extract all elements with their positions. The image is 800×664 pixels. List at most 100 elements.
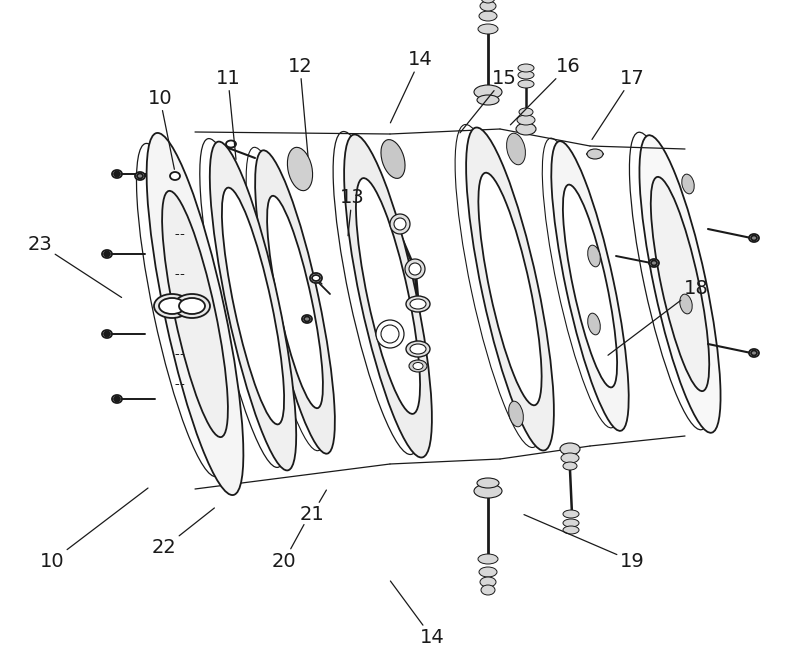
Text: 16: 16	[510, 57, 580, 125]
Ellipse shape	[137, 173, 143, 179]
Ellipse shape	[516, 123, 536, 135]
Ellipse shape	[304, 317, 310, 321]
Ellipse shape	[102, 250, 112, 258]
Ellipse shape	[560, 443, 580, 455]
Ellipse shape	[226, 141, 236, 147]
Ellipse shape	[478, 173, 542, 405]
Ellipse shape	[210, 141, 296, 470]
Ellipse shape	[563, 462, 577, 470]
Ellipse shape	[587, 149, 603, 159]
Ellipse shape	[563, 526, 579, 534]
Ellipse shape	[680, 294, 692, 314]
Ellipse shape	[466, 127, 554, 450]
Ellipse shape	[478, 24, 498, 34]
Ellipse shape	[381, 139, 405, 179]
Ellipse shape	[104, 252, 110, 256]
Ellipse shape	[561, 453, 579, 463]
Ellipse shape	[551, 141, 629, 431]
Ellipse shape	[146, 133, 243, 495]
Ellipse shape	[749, 234, 759, 242]
Ellipse shape	[102, 330, 112, 338]
Text: 14: 14	[390, 581, 444, 647]
Ellipse shape	[154, 294, 190, 318]
Ellipse shape	[518, 80, 534, 88]
Ellipse shape	[405, 259, 425, 279]
Ellipse shape	[410, 344, 426, 354]
Text: 19: 19	[524, 515, 644, 570]
Ellipse shape	[563, 510, 579, 518]
Ellipse shape	[267, 196, 323, 408]
Ellipse shape	[222, 188, 284, 424]
Ellipse shape	[114, 171, 120, 177]
Ellipse shape	[302, 315, 312, 323]
Ellipse shape	[255, 150, 335, 454]
Ellipse shape	[588, 245, 600, 267]
Ellipse shape	[474, 484, 502, 498]
Ellipse shape	[170, 172, 180, 180]
Text: 21: 21	[300, 490, 326, 524]
Ellipse shape	[509, 401, 523, 427]
Ellipse shape	[406, 296, 430, 312]
Ellipse shape	[413, 363, 423, 369]
Ellipse shape	[409, 263, 421, 275]
Ellipse shape	[478, 554, 498, 564]
Ellipse shape	[480, 1, 496, 11]
Ellipse shape	[159, 298, 185, 314]
Ellipse shape	[112, 395, 122, 403]
Ellipse shape	[112, 170, 122, 178]
Ellipse shape	[356, 178, 420, 414]
Text: 10: 10	[40, 488, 148, 570]
Ellipse shape	[287, 147, 313, 191]
Ellipse shape	[394, 218, 406, 230]
Text: 18: 18	[608, 280, 708, 355]
Ellipse shape	[312, 275, 320, 281]
Ellipse shape	[519, 108, 533, 116]
Ellipse shape	[479, 11, 497, 21]
Ellipse shape	[310, 273, 322, 283]
Text: 15: 15	[460, 69, 517, 133]
Ellipse shape	[477, 478, 499, 488]
Ellipse shape	[114, 396, 120, 402]
Ellipse shape	[481, 0, 495, 3]
Ellipse shape	[639, 135, 721, 433]
Ellipse shape	[474, 85, 502, 99]
Text: 23: 23	[28, 235, 122, 297]
Ellipse shape	[751, 236, 757, 240]
Ellipse shape	[749, 349, 759, 357]
Ellipse shape	[481, 585, 495, 595]
Ellipse shape	[406, 341, 430, 357]
Ellipse shape	[563, 185, 617, 387]
Ellipse shape	[381, 325, 399, 343]
Ellipse shape	[390, 214, 410, 234]
Ellipse shape	[518, 71, 534, 79]
Ellipse shape	[344, 135, 432, 457]
Ellipse shape	[135, 172, 145, 180]
Text: 20: 20	[272, 525, 304, 570]
Text: 13: 13	[340, 189, 364, 236]
Ellipse shape	[410, 299, 426, 309]
Ellipse shape	[651, 260, 657, 266]
Ellipse shape	[682, 174, 694, 194]
Ellipse shape	[477, 95, 499, 105]
Ellipse shape	[480, 577, 496, 587]
Text: 14: 14	[390, 50, 432, 123]
Text: 10: 10	[148, 89, 174, 169]
Ellipse shape	[751, 351, 757, 355]
Ellipse shape	[179, 298, 205, 314]
Ellipse shape	[376, 320, 404, 348]
Text: 17: 17	[592, 69, 644, 139]
Text: 22: 22	[152, 508, 214, 557]
Ellipse shape	[517, 115, 535, 125]
Ellipse shape	[162, 191, 228, 437]
Ellipse shape	[104, 331, 110, 337]
Ellipse shape	[479, 567, 497, 577]
Ellipse shape	[563, 519, 579, 527]
Text: 11: 11	[216, 69, 240, 159]
Ellipse shape	[588, 313, 600, 335]
Ellipse shape	[506, 133, 526, 165]
Ellipse shape	[518, 64, 534, 72]
Ellipse shape	[649, 259, 659, 267]
Text: 12: 12	[288, 57, 312, 156]
Ellipse shape	[650, 177, 710, 391]
Ellipse shape	[409, 360, 427, 372]
